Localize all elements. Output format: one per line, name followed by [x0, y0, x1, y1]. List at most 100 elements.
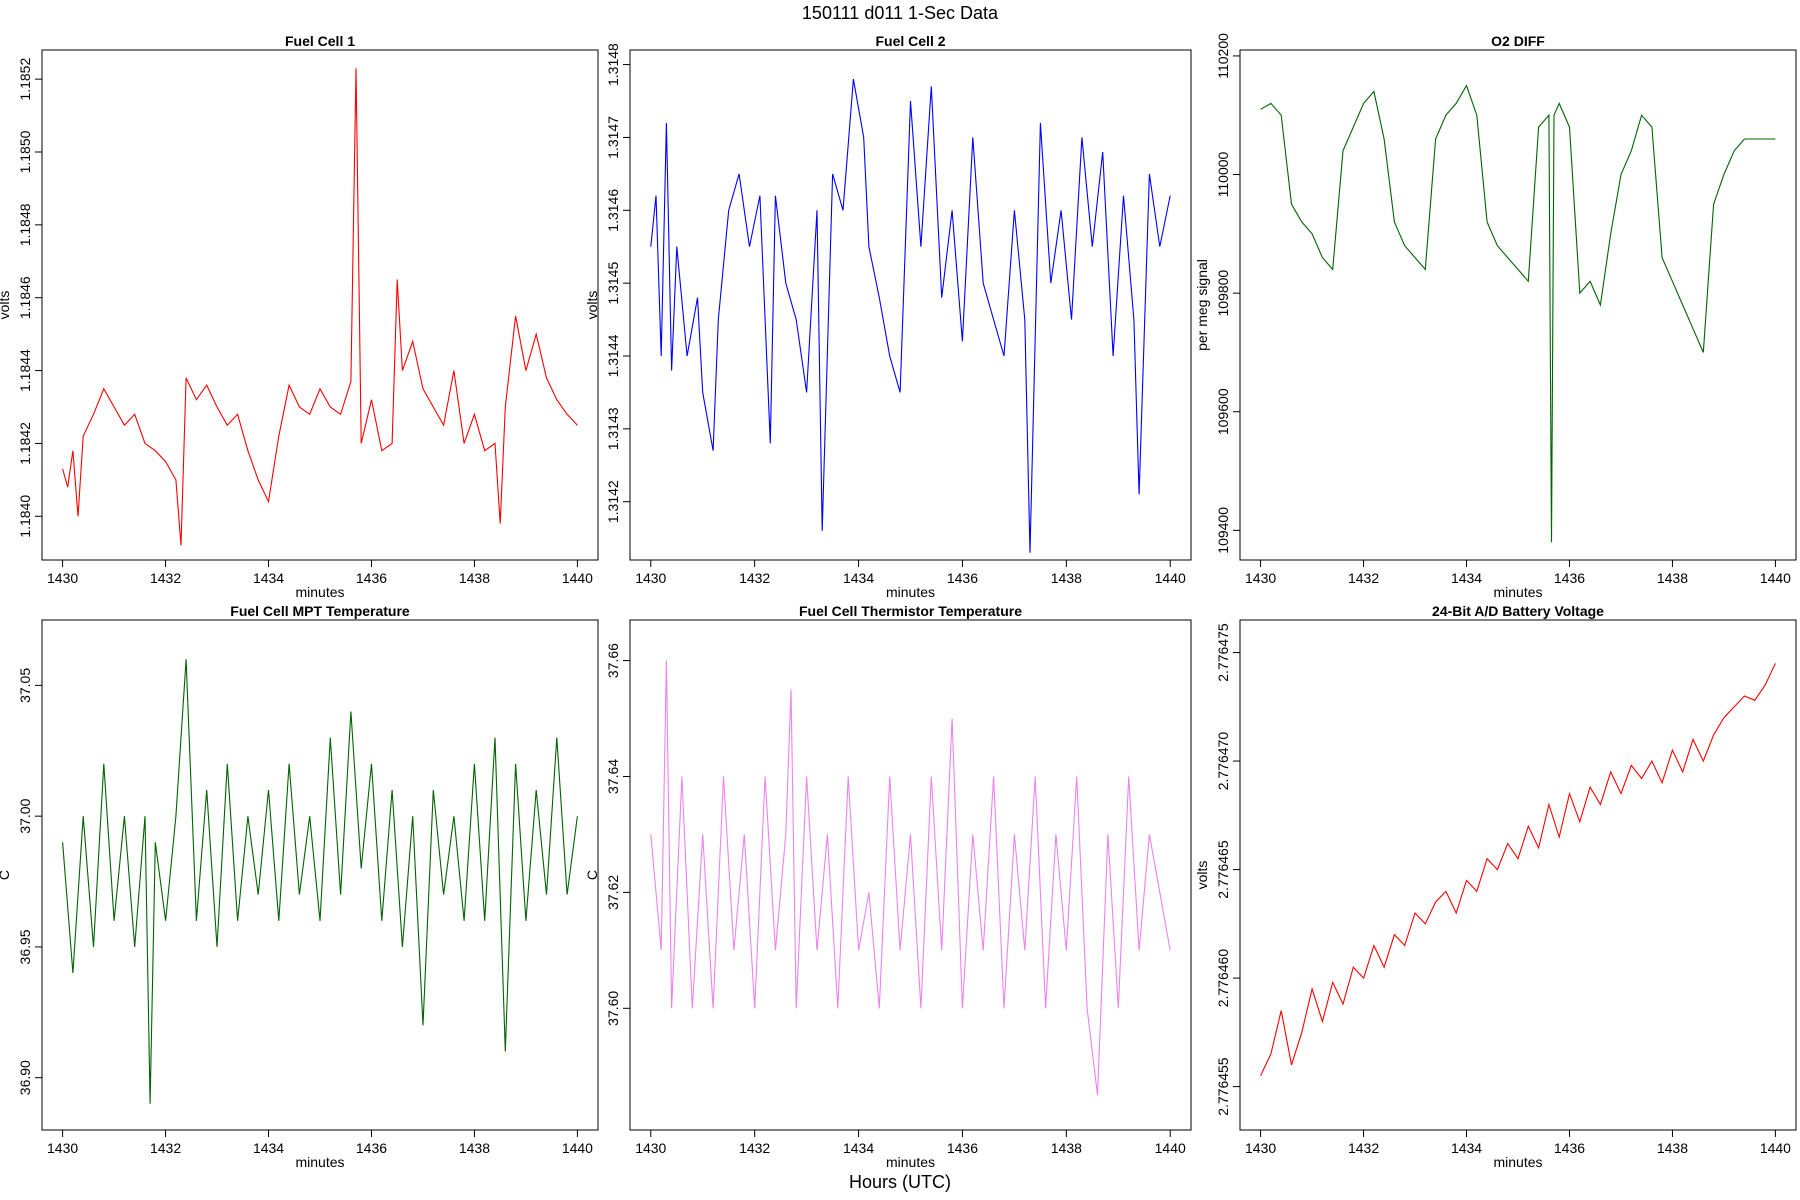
y-tick-label: 1.3147: [605, 116, 621, 159]
chart-panel: Fuel Cell MPT Temperature 1430 1432 1434 143…: [0, 603, 599, 1170]
y-tick-label: 37.66: [605, 643, 621, 678]
chart-panel: Fuel Cell 2 1430 1432 1434 1436 1438 1440 1.314…: [584, 33, 1192, 600]
y-tick-label: 1.1852: [17, 58, 33, 101]
y-axis-label: C: [0, 870, 12, 880]
x-tick-label: 1436: [1554, 570, 1585, 586]
x-tick-label: 1434: [253, 570, 284, 586]
x-axis-label: minutes: [1493, 584, 1542, 600]
y-tick-label: 109800: [1215, 270, 1231, 317]
y-tick-label: 2.776470: [1215, 732, 1231, 791]
x-axis-label: minutes: [295, 1154, 344, 1170]
y-tick-label: 110000: [1215, 151, 1231, 197]
x-tick-label: 1434: [843, 570, 874, 586]
chart-title: Fuel Cell 1: [285, 33, 355, 49]
y-tick-label: 37.60: [605, 991, 621, 1026]
x-tick-label: 1438: [1051, 570, 1082, 586]
x-tick-label: 1432: [739, 570, 770, 586]
chart-panel: Fuel Cell 1 1430 1432 1434 1436 1438 1440 1.184…: [0, 33, 599, 600]
chart-title: 24-Bit A/D Battery Voltage: [1432, 603, 1604, 619]
y-tick-label: 109600: [1215, 388, 1231, 435]
y-tick-label: 1.1848: [17, 203, 33, 246]
y-tick-label: 2.776460: [1215, 949, 1231, 1008]
x-tick-label: 1432: [1348, 1140, 1379, 1156]
x-tick-label: 1440: [1155, 1140, 1186, 1156]
y-tick-label: 1.3148: [605, 43, 621, 86]
y-tick-label: 110200: [1215, 33, 1231, 79]
plot-frame: [629, 619, 1192, 1131]
y-tick-label: 2.776475: [1215, 623, 1231, 682]
x-tick-label: 1430: [47, 1140, 78, 1156]
plot-frame: [41, 49, 599, 561]
chart-title: Fuel Cell MPT Temperature: [230, 603, 410, 619]
chart-panel: Fuel Cell Thermistor Temperature 1430 1432…: [584, 603, 1192, 1170]
x-tick-label: 1432: [150, 1140, 181, 1156]
x-tick-label: 1434: [843, 1140, 874, 1156]
x-tick-label: 1440: [1760, 570, 1791, 586]
y-tick-label: 36.95: [17, 929, 33, 964]
series-line: [62, 659, 578, 1104]
x-tick-label: 1434: [1451, 570, 1482, 586]
x-axis-label: minutes: [295, 584, 344, 600]
figure-title: 150111 d011 1-Sec Data: [802, 3, 999, 23]
x-axis-label: minutes: [886, 1154, 935, 1170]
x-tick-label: 1438: [1051, 1140, 1082, 1156]
x-tick-label: 1436: [1554, 1140, 1585, 1156]
x-tick-label: 1436: [356, 570, 387, 586]
chart-panel: 24-Bit A/D Battery Voltage 1430 1432 1434 14…: [1194, 603, 1797, 1170]
chart-panels: Fuel Cell 1 1430 1432 1434 1436 1438 1440 1.184…: [0, 33, 1797, 1170]
plot-frame: [1239, 619, 1797, 1131]
x-tick-label: 1434: [253, 1140, 284, 1156]
x-tick-label: 1440: [562, 570, 593, 586]
series-line: [1260, 84, 1776, 543]
y-tick-label: 1.1850: [17, 130, 33, 173]
y-tick-label: 36.90: [17, 1060, 33, 1095]
x-axis-label: minutes: [1493, 1154, 1542, 1170]
x-tick-label: 1430: [635, 1140, 666, 1156]
plot-frame: [629, 49, 1192, 561]
series-line: [650, 660, 1171, 1096]
y-tick-label: 37.64: [605, 759, 621, 794]
x-tick-label: 1430: [1245, 570, 1276, 586]
y-tick-label: 109400: [1215, 507, 1231, 554]
y-tick-label: 2.776465: [1215, 840, 1231, 899]
x-tick-label: 1436: [947, 1140, 978, 1156]
x-tick-label: 1440: [562, 1140, 593, 1156]
x-tick-label: 1432: [150, 570, 181, 586]
x-tick-label: 1438: [1657, 570, 1688, 586]
x-tick-label: 1440: [1760, 1140, 1791, 1156]
x-tick-label: 1438: [459, 570, 490, 586]
x-tick-label: 1440: [1155, 570, 1186, 586]
y-tick-label: 1.3143: [605, 407, 621, 450]
y-tick-label: 1.3144: [605, 334, 621, 377]
x-tick-label: 1430: [635, 570, 666, 586]
x-tick-label: 1438: [459, 1140, 490, 1156]
x-tick-label: 1436: [947, 570, 978, 586]
chart-panel: O2 DIFF 1430 1432 1434 1436 1438 1440 109400 109…: [1194, 33, 1797, 600]
y-axis-label: C: [584, 870, 600, 880]
y-tick-label: 1.1842: [17, 422, 33, 465]
y-tick-label: 1.1846: [17, 276, 33, 319]
x-tick-label: 1434: [1451, 1140, 1482, 1156]
plot-frame: [1239, 49, 1797, 561]
y-axis-label: volts: [1194, 861, 1210, 890]
x-tick-label: 1432: [1348, 570, 1379, 586]
y-tick-label: 1.1844: [17, 349, 33, 392]
figure-xlabel: Hours (UTC): [849, 1172, 951, 1192]
x-axis-label: minutes: [886, 584, 935, 600]
chart-title: O2 DIFF: [1491, 33, 1545, 49]
y-axis-label: volts: [0, 291, 12, 320]
series-line: [62, 68, 578, 546]
x-tick-label: 1432: [739, 1140, 770, 1156]
y-tick-label: 37.00: [17, 798, 33, 833]
plot-frame: [41, 619, 599, 1131]
y-axis-label: volts: [584, 291, 600, 320]
x-tick-label: 1430: [47, 570, 78, 586]
chart-title: Fuel Cell 2: [875, 33, 945, 49]
y-tick-label: 1.3146: [605, 189, 621, 232]
y-tick-label: 37.62: [605, 875, 621, 910]
y-tick-label: 2.776455: [1215, 1057, 1231, 1116]
x-tick-label: 1436: [356, 1140, 387, 1156]
series-line: [1260, 663, 1776, 1076]
y-tick-label: 1.3145: [605, 262, 621, 305]
